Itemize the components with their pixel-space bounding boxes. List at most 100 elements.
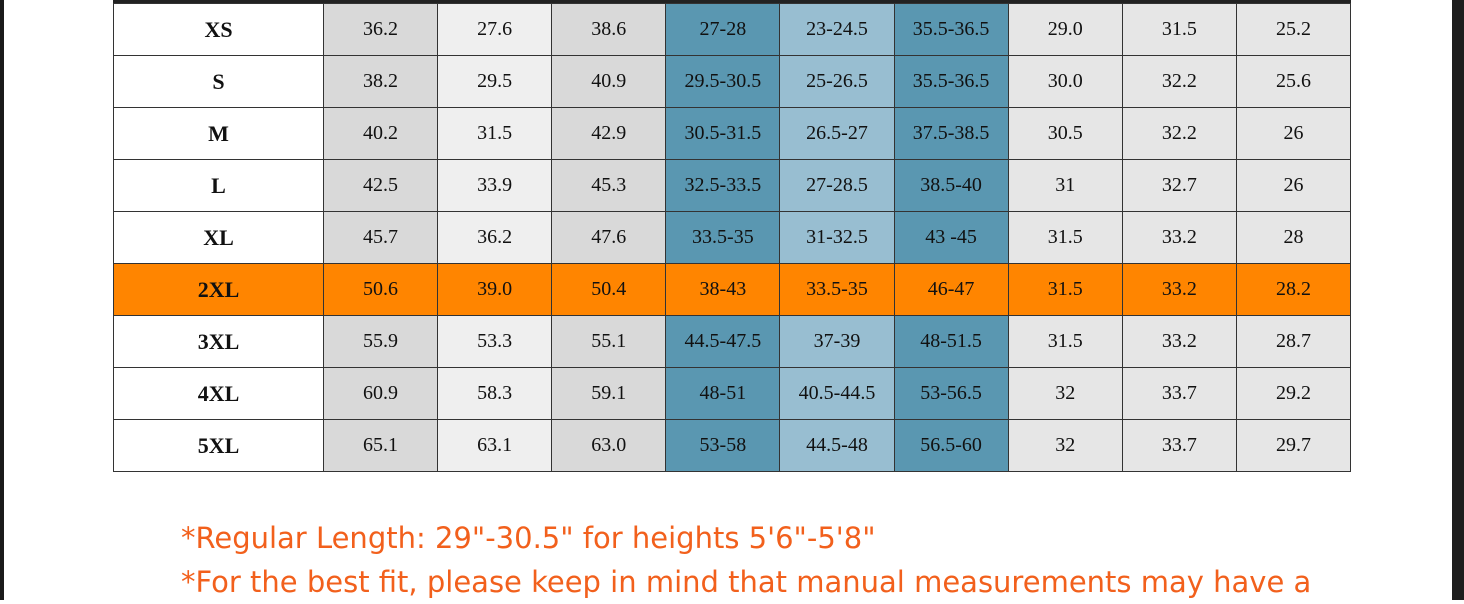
measure-cell: 32 [1007,419,1123,472]
measure-cell: 26 [1235,107,1352,160]
measure-cell: 47.6 [551,211,667,264]
size-cell: XL [113,211,324,264]
size-cell: XS [113,3,324,56]
measure-cell: 29.0 [1007,3,1123,56]
measure-cell: 48-51.5 [893,315,1009,368]
table-row: 5XL 65.1 63.1 63.0 53-58 44.5-48 56.5-60 32 33.7… [113,419,1352,472]
measure-cell: 48-51 [665,367,781,420]
measure-cell: 45.3 [551,159,667,212]
measure-cell: 56.5-60 [893,419,1009,472]
measure-cell: 60.9 [322,367,439,420]
measure-cell: 31.5 [1121,3,1237,56]
measure-cell: 40.5-44.5 [779,367,895,420]
measure-cell: 45.7 [322,211,439,264]
table-row: L 42.5 33.9 45.3 32.5-33.5 27-28.5 38.5-40 31 32… [113,159,1352,212]
measure-cell: 26.5-27 [779,107,895,160]
measure-cell: 32.2 [1121,107,1237,160]
measure-cell: 27.6 [437,3,553,56]
measure-cell: 63.0 [551,419,667,472]
measure-cell: 32.5-33.5 [665,159,781,212]
measure-cell: 42.9 [551,107,667,160]
measure-cell: 32.7 [1121,159,1237,212]
measure-cell: 25.2 [1235,3,1352,56]
size-cell: 5XL [113,419,324,472]
table-row: XS 36.2 27.6 38.6 27-28 23-24.5 35.5-36.5 29.0 3… [113,3,1352,56]
measure-cell: 37.5-38.5 [893,107,1009,160]
measure-cell: 29.2 [1235,367,1352,420]
measure-cell: 36.2 [322,3,439,56]
frame-edge [1452,0,1464,600]
measure-cell: 63.1 [437,419,553,472]
measure-cell: 46-47 [893,263,1009,316]
measure-cell: 38-43 [665,263,781,316]
measure-cell: 44.5-47.5 [665,315,781,368]
note: *For the best fit, please keep in mind t… [181,565,1312,599]
table-row: S 38.2 29.5 40.9 29.5-30.5 25-26.5 35.5-36.5 30… [113,55,1352,108]
size-cell: S [113,55,324,108]
measure-cell: 32.2 [1121,55,1237,108]
measure-cell: 38.5-40 [893,159,1009,212]
measure-cell: 28.2 [1235,263,1352,316]
measure-cell: 31.5 [1007,211,1123,264]
measure-cell: 30.0 [1007,55,1123,108]
measure-cell: 39.0 [437,263,553,316]
measure-cell: 42.5 [322,159,439,212]
measure-cell: 53.3 [437,315,553,368]
measure-cell: 29.7 [1235,419,1352,472]
note: *Regular Length: 29"-30.5" for heights 5… [181,521,876,555]
measure-cell: 32 [1007,367,1123,420]
measure-cell: 30.5-31.5 [665,107,781,160]
measure-cell: 44.5-48 [779,419,895,472]
measure-cell: 33.5-35 [779,263,895,316]
table-row: M 40.2 31.5 42.9 30.5-31.5 26.5-27 37.5-38.5 30… [113,107,1352,160]
measure-cell: 31.5 [437,107,553,160]
measure-cell: 26 [1235,159,1352,212]
measure-cell: 38.2 [322,55,439,108]
measure-cell: 28 [1235,211,1352,264]
measure-cell: 53-58 [665,419,781,472]
frame-edge [0,0,4,600]
measure-cell: 33.2 [1121,211,1237,264]
measure-cell: 38.6 [551,3,667,56]
table-top-border [113,0,1351,3]
measure-cell: 28.7 [1235,315,1352,368]
measure-cell: 35.5-36.5 [893,55,1009,108]
table-row: XL 45.7 36.2 47.6 33.5-35 31-32.5 43 -45 31.5 33… [113,211,1352,264]
measure-cell: 31.5 [1007,315,1123,368]
measure-cell: 31 [1007,159,1123,212]
size-table: XS 36.2 27.6 38.6 27-28 23-24.5 35.5-36.5 29.0 3… [113,3,1352,472]
measure-cell: 40.9 [551,55,667,108]
table-row: 3XL 55.9 53.3 55.1 44.5-47.5 37-39 48-51.5 31.5… [113,315,1352,368]
size-cell: L [113,159,324,212]
size-cell: 2XL [113,263,324,316]
measure-cell: 37-39 [779,315,895,368]
measure-cell: 33.7 [1121,367,1237,420]
size-cell: 4XL [113,367,324,420]
measure-cell: 31-32.5 [779,211,895,264]
measure-cell: 55.9 [322,315,439,368]
measure-cell: 50.4 [551,263,667,316]
measure-cell: 58.3 [437,367,553,420]
table-row: 2XL 50.6 39.0 50.4 38-43 33.5-35 46-47 31.5 33.2… [113,263,1352,316]
measure-cell: 27-28.5 [779,159,895,212]
measure-cell: 29.5 [437,55,553,108]
measure-cell: 55.1 [551,315,667,368]
size-cell: M [113,107,324,160]
measure-cell: 40.2 [322,107,439,160]
measure-cell: 33.2 [1121,263,1237,316]
measure-cell: 65.1 [322,419,439,472]
measure-cell: 50.6 [322,263,439,316]
measure-cell: 43 -45 [893,211,1009,264]
measure-cell: 25.6 [1235,55,1352,108]
table-row: 4XL 60.9 58.3 59.1 48-51 40.5-44.5 53-56.5 32 33… [113,367,1352,420]
measure-cell: 25-26.5 [779,55,895,108]
measure-cell: 30.5 [1007,107,1123,160]
measure-cell: 33.7 [1121,419,1237,472]
measure-cell: 33.5-35 [665,211,781,264]
measure-cell: 31.5 [1007,263,1123,316]
measure-cell: 33.2 [1121,315,1237,368]
measure-cell: 36.2 [437,211,553,264]
size-cell: 3XL [113,315,324,368]
measure-cell: 33.9 [437,159,553,212]
